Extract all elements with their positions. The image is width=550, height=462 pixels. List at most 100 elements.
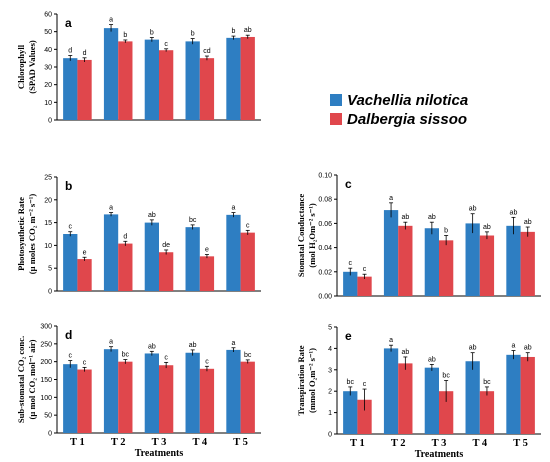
- y-tick-label: 10: [44, 243, 52, 250]
- x-tick-label: T 5: [233, 437, 248, 448]
- bar: [199, 58, 215, 120]
- bar: [159, 50, 174, 120]
- significance-letter: a: [389, 337, 393, 344]
- y-tick-label: 0: [48, 118, 52, 125]
- legend-swatch: [330, 113, 342, 125]
- panel-label: b: [65, 179, 72, 193]
- x-tick-label: T 1: [70, 437, 85, 448]
- significance-letter: c: [164, 41, 168, 48]
- y-tick-label: 5: [328, 325, 332, 332]
- bar: [159, 365, 174, 433]
- significance-letter: c: [69, 224, 73, 231]
- y-tick-label: 30: [44, 65, 52, 72]
- bar: [185, 352, 200, 433]
- x-tick-label: T 4: [192, 437, 207, 448]
- bar: [118, 243, 133, 291]
- panel-label: d: [65, 328, 72, 342]
- significance-letter: bc: [347, 379, 355, 386]
- bar: [185, 41, 200, 121]
- x-tick-label: T 2: [391, 438, 406, 449]
- y-tick-label: 20: [44, 197, 52, 204]
- y-tick-label: 250: [40, 341, 52, 348]
- significance-letter: ab: [148, 212, 156, 219]
- y-tick-label: 60: [44, 12, 52, 19]
- significance-letter: b: [191, 31, 195, 38]
- significance-letter: ab: [483, 224, 491, 231]
- y-tick-label: 0.10: [318, 173, 332, 180]
- x-tick-label: T 5: [513, 438, 528, 449]
- y-tick-label: 2: [328, 389, 332, 396]
- significance-letter: bc: [442, 373, 450, 380]
- bar: [240, 232, 255, 291]
- chart-panel-e: 0 1 2 3 4 5 Transpiration Rate(mmol O₂m⁻² s⁻¹)…: [296, 325, 541, 460]
- y-axis-title: Sub-stomatal CO₂ conc.(µ mol CO₂ mol⁻¹ a…: [16, 336, 37, 423]
- y-axis-title: Chlorophyll(SPAD Values): [16, 40, 37, 94]
- y-axis-title-line: Transpiration Rate: [296, 345, 306, 415]
- significance-letter: b: [232, 28, 236, 35]
- y-axis-title-line: (µ mol CO₂ mol⁻¹ air): [27, 339, 37, 419]
- significance-letter: ab: [469, 206, 477, 213]
- y-tick-label: 0.08: [318, 197, 332, 204]
- y-tick-label: 1: [328, 410, 332, 417]
- significance-letter: d: [123, 233, 127, 240]
- bar: [226, 349, 241, 433]
- significance-letter: a: [232, 340, 236, 347]
- y-axis-title-line: Chlorophyll: [16, 44, 26, 89]
- bar: [226, 214, 241, 291]
- significance-letter: d: [68, 48, 72, 55]
- significance-letter: a: [109, 17, 113, 24]
- x-tick-label: T 2: [111, 437, 126, 448]
- bar: [63, 234, 78, 291]
- significance-letter: c: [164, 354, 168, 361]
- significance-letter: c: [246, 222, 250, 229]
- significance-letter: ab: [510, 209, 518, 216]
- y-tick-label: 15: [44, 220, 52, 227]
- bar: [479, 235, 495, 296]
- significance-letter: bc: [244, 352, 252, 359]
- x-axis-title: Treatments: [415, 449, 464, 460]
- bar: [506, 225, 521, 296]
- significance-letter: ab: [189, 342, 197, 349]
- bar: [520, 231, 535, 296]
- significance-letter: bc: [483, 379, 491, 386]
- significance-letter: ab: [524, 219, 532, 226]
- significance-letter: e: [205, 247, 209, 254]
- significance-letter: c: [363, 266, 367, 273]
- significance-letter: e: [83, 249, 87, 256]
- bar: [343, 391, 358, 434]
- bar: [439, 240, 454, 296]
- bar: [159, 252, 174, 291]
- significance-letter: ab: [401, 349, 409, 356]
- y-axis-title-line: Stomatal Conductance: [296, 194, 306, 277]
- bar: [144, 39, 159, 120]
- y-tick-label: 4: [328, 346, 332, 353]
- bar: [506, 354, 521, 434]
- significance-letter: ab: [428, 214, 436, 221]
- y-axis-title: Photosynthetic Rate(µ moles CO₂ m⁻² s⁻¹): [16, 194, 37, 275]
- bar: [103, 214, 119, 291]
- significance-letter: c: [83, 359, 87, 366]
- bar: [63, 364, 78, 433]
- significance-letter: ab: [428, 356, 436, 363]
- significance-letter: bc: [122, 352, 130, 359]
- y-axis-title-line: (SPAD Values): [27, 40, 37, 94]
- x-axis-title: Treatments: [135, 448, 184, 459]
- bar: [144, 222, 159, 291]
- panel-label: a: [65, 16, 72, 30]
- y-tick-label: 50: [44, 413, 52, 420]
- bar: [465, 223, 480, 296]
- bar: [199, 256, 215, 291]
- chart-panel-a: 0 10 20 30 40 50 60 Chlorophyll(SPAD Values) a d d…: [16, 12, 261, 125]
- significance-letter: d: [83, 50, 87, 57]
- significance-letter: a: [109, 339, 113, 346]
- significance-letter: c: [349, 260, 353, 267]
- y-tick-label: 0.06: [318, 221, 332, 228]
- bar: [465, 361, 480, 434]
- significance-letter: ab: [401, 214, 409, 221]
- significance-letter: a: [389, 195, 393, 202]
- y-axis-title: Transpiration Rate(mmol O₂m⁻² s⁻¹): [296, 345, 317, 415]
- y-tick-label: 0: [328, 432, 332, 439]
- bar: [226, 37, 241, 120]
- significance-letter: bc: [189, 217, 197, 224]
- y-tick-label: 0: [48, 431, 52, 438]
